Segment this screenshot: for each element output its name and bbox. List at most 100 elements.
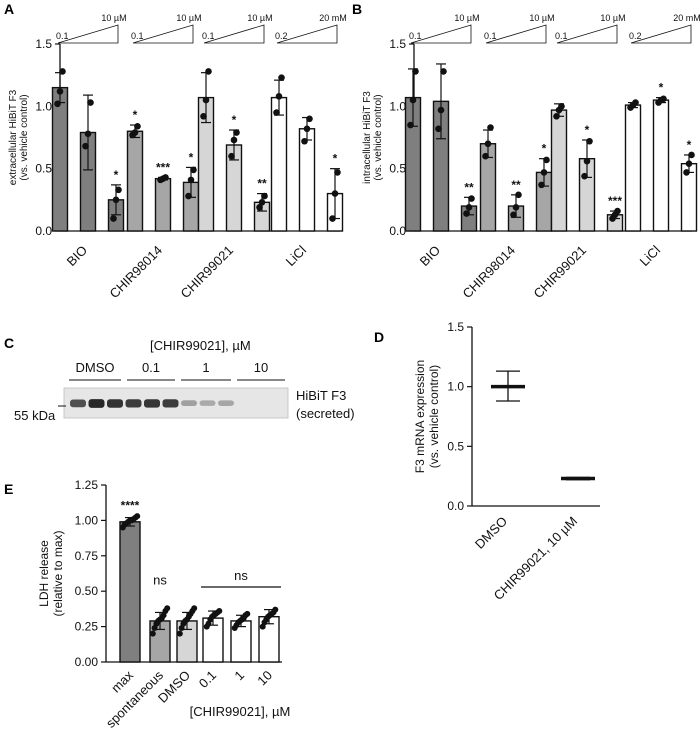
chart-b-data-point — [688, 151, 695, 159]
chart-a-data-point — [273, 109, 280, 116]
chart-a-data-point — [334, 169, 341, 176]
chart-e-group-label: [CHIR99021], µM — [190, 704, 291, 719]
chart-a-significance: * — [333, 152, 338, 166]
chart-a-y-tick-label: 1.0 — [35, 99, 52, 113]
chart-a-data-point — [303, 125, 311, 133]
chart-b-data-point — [440, 68, 447, 75]
chart-b-y-tick-label: 0.5 — [389, 162, 406, 176]
chart-a-data-point — [278, 74, 285, 81]
chart-a-data-point — [233, 129, 240, 136]
chart-b-dose-high: 10 µM — [454, 13, 479, 23]
chart-a-data-point — [115, 186, 122, 194]
blot-lane-label: DMSO — [76, 360, 115, 375]
chart-a-data-point — [200, 113, 207, 120]
chart-e-data-point — [149, 630, 156, 637]
chart-b-dose-low: 0.1 — [484, 31, 497, 41]
chart-a-ylabel-line2: (vs. vehicle control) — [19, 94, 30, 180]
chart-a-dose-low: 0.1 — [202, 31, 215, 41]
blot-lane-labels: DMSO 0.1 1 10 — [69, 360, 285, 381]
chart-a-category-label: CHIR99021 — [177, 243, 236, 302]
chart-b-significance: * — [687, 138, 692, 152]
chart-b-significance: * — [585, 123, 590, 137]
chart-a-data-point — [112, 196, 120, 204]
chart-a-significance: * — [189, 150, 194, 164]
chart-b-significance: ** — [511, 178, 521, 192]
blot-marker: 55 kDa — [14, 408, 56, 423]
chart-b-ylabel-line2: (vs. vehicle control) — [373, 94, 384, 180]
chart-a-y-tick-label: 1.5 — [35, 37, 52, 51]
chart-a-bar — [298, 128, 316, 232]
chart-a-bar — [126, 130, 144, 232]
chart-e-group-significance: ns — [234, 568, 248, 583]
blot-lane-label: 0.1 — [142, 360, 160, 375]
blot-band-label-2: (secreted) — [296, 406, 355, 421]
panel-label-e: E — [4, 481, 13, 497]
chart-b-bar — [652, 99, 670, 232]
chart-b-dose-triangle — [410, 24, 472, 44]
chart-b-data-point — [407, 121, 414, 129]
chart-e-y-tick-label: 0.50 — [75, 584, 99, 598]
blot-band — [144, 399, 160, 408]
chart-b-data-point — [543, 156, 550, 164]
panel-label-b: B — [352, 1, 362, 17]
chart-b-dose-low: 0.1 — [555, 31, 568, 41]
chart-b-category-label: CHIR98014 — [459, 243, 518, 302]
chart-b-category-label: CHIR99021 — [530, 243, 589, 302]
blot-band — [199, 400, 216, 406]
blot-band — [88, 399, 105, 408]
chart-a-bar — [154, 177, 172, 232]
chart-a-data-point — [59, 68, 66, 75]
chart-b-dose-high: 10 µM — [529, 13, 554, 23]
chart-b-data-point — [437, 106, 445, 114]
chart-a-bar — [270, 96, 288, 232]
chart-e-y-tick-label: 1.00 — [75, 513, 99, 527]
chart-e-data-point — [272, 606, 279, 613]
chart-a-dose-high: 20 mM — [319, 13, 347, 23]
chart-e-y-tick-label: 0.25 — [75, 620, 99, 634]
chart-e-ldh: 0.00 0.25 0.50 0.75 1.00 1.25 LDH release (rela… — [37, 478, 290, 731]
chart-d-y-tick-label: 0.0 — [447, 499, 464, 513]
chart-b-data-point — [409, 96, 417, 104]
chart-b-dose-high: 20 mM — [673, 13, 700, 23]
chart-b-significance: * — [542, 142, 547, 156]
chart-b-bar — [550, 109, 568, 232]
chart-b-data-point — [583, 157, 591, 165]
chart-d-y-tick-label: 1.0 — [447, 380, 464, 394]
chart-a-data-point — [329, 215, 336, 222]
chart-a-data-point — [205, 68, 212, 75]
chart-b-category-label: LiCl — [637, 242, 664, 269]
panel-label-c: C — [4, 335, 14, 351]
chart-b-data-point — [586, 137, 593, 145]
chart-e-significance: ns — [153, 572, 167, 587]
chart-a-y-tick-label: 0.0 — [35, 224, 52, 238]
chart-a-dose-high: 10 µM — [101, 13, 126, 23]
chart-e-data-point — [134, 513, 141, 520]
chart-b-data-point — [515, 191, 522, 199]
chart-b-significance: * — [659, 81, 664, 95]
chart-d-category-label: DMSO — [472, 514, 510, 552]
chart-a-significance: * — [232, 113, 237, 127]
chart-a-bar — [51, 86, 69, 232]
chart-e-data-point — [244, 610, 251, 617]
chart-b-bar — [624, 104, 642, 232]
chart-b-data-point — [510, 211, 517, 219]
chart-b-dose-low: 0.2 — [629, 31, 642, 41]
blot-band-label-1: HiBiT F3 — [296, 388, 346, 403]
chart-a-data-point — [301, 137, 308, 145]
chart-a-data-point — [134, 122, 141, 130]
chart-b-intracellular: 0.0 0.5 1.0 1.5 intracellular HiBiT F3 (vs. v… — [362, 13, 700, 301]
chart-b-data-point — [614, 207, 621, 215]
chart-b-dose-triangle — [630, 24, 692, 44]
chart-b-data-point — [435, 125, 442, 133]
chart-b-category-label: BIO — [417, 243, 443, 269]
chart-b-significance: *** — [608, 194, 622, 208]
chart-b-data-point — [484, 140, 492, 148]
chart-a-data-point — [56, 88, 64, 95]
blot-lane-label: 10 — [254, 360, 268, 375]
blot-lane-label: 1 — [202, 360, 209, 375]
chart-d-mrna: 0.0 0.5 1.0 1.5 F3 mRNA expression (vs. vehic… — [413, 320, 600, 603]
chart-d-ylabel-line2: (vs. vehicle control) — [427, 365, 441, 468]
chart-b-data-point — [660, 95, 667, 103]
chart-a-data-point — [54, 100, 61, 108]
